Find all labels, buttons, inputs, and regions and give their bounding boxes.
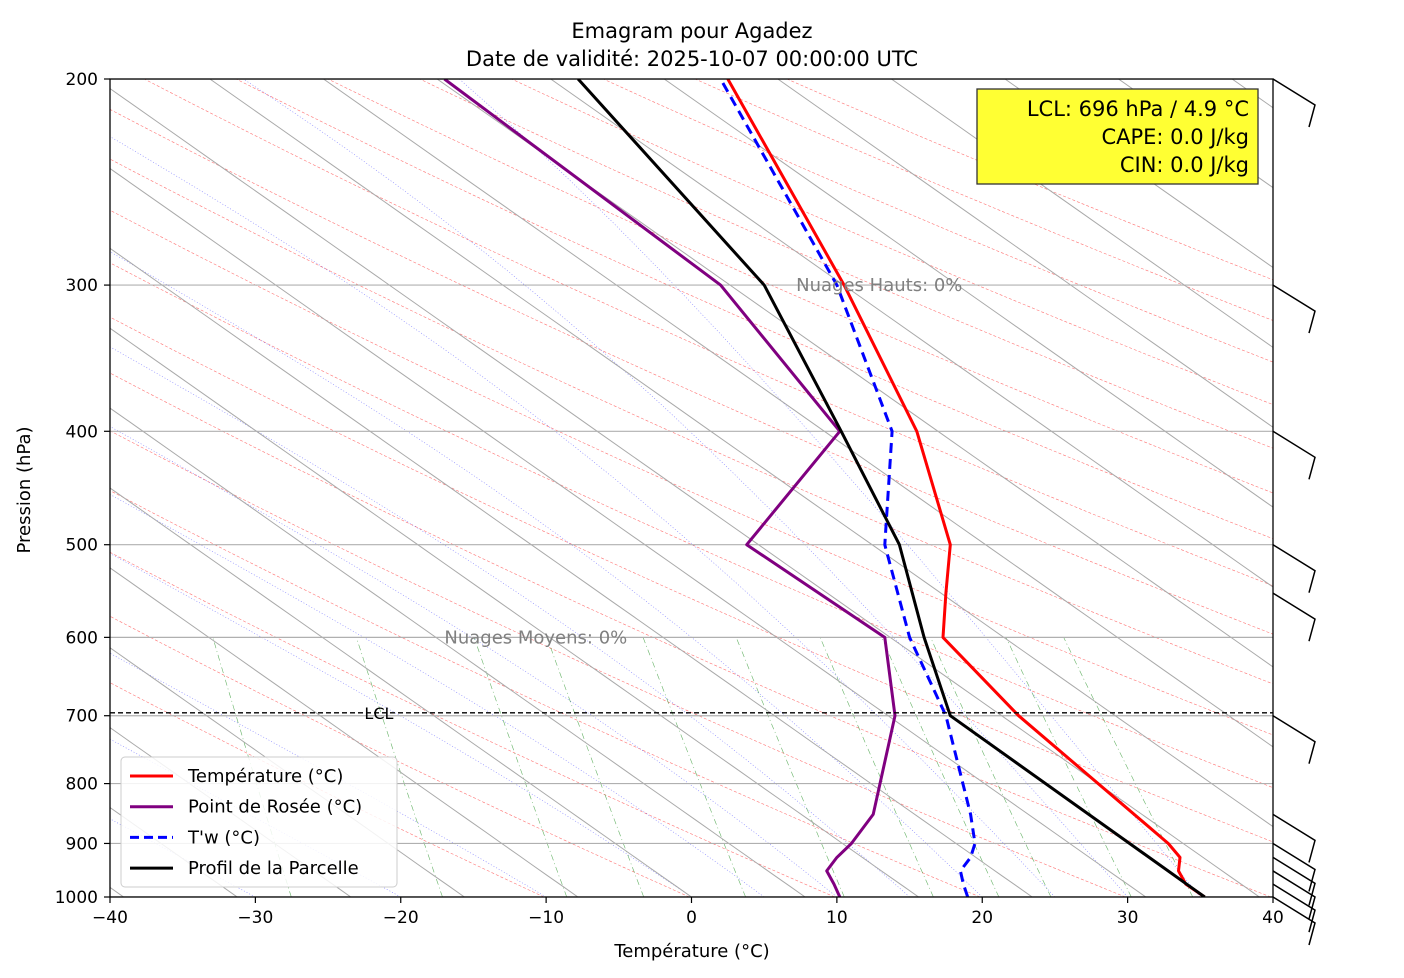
info-box-line: CIN: 0.0 J/kg — [1120, 153, 1249, 177]
dry-adiabat — [603, 79, 1273, 363]
cloud-annotation-1: Nuages Moyens: 0% — [444, 627, 627, 648]
dry-adiabat — [110, 316, 1273, 843]
x-tick-label: −30 — [237, 908, 273, 928]
wind-barb — [1272, 592, 1316, 642]
x-tick-label: −40 — [92, 908, 128, 928]
legend-entry: T'w (°C) — [187, 827, 260, 848]
x-tick-label: 30 — [1117, 908, 1139, 928]
x-tick-label: 0 — [686, 908, 697, 928]
y-tick-label: 300 — [66, 276, 98, 296]
mixing-ratio-line — [735, 637, 845, 897]
skew-grid-line — [1231, 79, 1273, 109]
dry-adiabat — [110, 490, 981, 897]
moist-adiabat — [110, 553, 692, 897]
mixing-ratio-line — [930, 637, 1052, 897]
y-tick-label: 500 — [66, 536, 98, 556]
skew-grid-line — [777, 79, 1273, 428]
wind-barb — [1272, 544, 1316, 593]
y-axis-label: Pression (hPa) — [14, 426, 35, 553]
y-tick-label: 800 — [66, 775, 98, 795]
series-line-2 — [719, 79, 977, 897]
dry-adiabat — [327, 79, 1273, 494]
lcl-label: LCL — [364, 704, 393, 723]
mixing-ratio-line — [473, 637, 567, 897]
x-tick-label: −10 — [528, 908, 564, 928]
legend-entry: Profil de la Parcelle — [188, 858, 359, 879]
dry-adiabat — [110, 158, 1273, 685]
skew-grid-line — [323, 79, 1273, 748]
wind-barbs — [1272, 78, 1316, 946]
dry-adiabat — [511, 79, 1273, 405]
axis-ticks: −40 −30 −20 −10 0 10 20 30 40 1000 900 800 700 600 500… — [55, 70, 1284, 928]
x-axis-label: Température (°C) — [613, 941, 769, 962]
wind-barb — [1272, 813, 1316, 863]
mixing-ratio-line — [819, 637, 934, 897]
y-tick-label: 600 — [66, 628, 98, 648]
wind-barb — [1272, 842, 1316, 892]
skew-grid-line — [436, 79, 1273, 668]
wind-barb — [1272, 896, 1316, 946]
info-box: LCL: 696 hPa / 4.9 °C CAPE: 0.0 J/kg CIN: … — [976, 88, 1259, 185]
series-line-1 — [443, 79, 897, 897]
mixing-ratio-line — [642, 637, 746, 897]
chart-title: Emagram pour Agadez — [571, 19, 812, 43]
moist-adiabat — [243, 79, 1128, 897]
legend-box — [120, 756, 398, 888]
wind-barb — [1272, 883, 1316, 933]
legend: Température (°C) Point de Rosée (°C) T'w (… — [120, 756, 398, 888]
moist-adiabat — [110, 251, 983, 897]
cloud-annotation-0: Nuages Hauts: 0% — [796, 275, 962, 296]
dry-adiabat — [786, 79, 1273, 281]
skew-grid-line — [0, 79, 10, 897]
x-tick-label: 40 — [1262, 908, 1284, 928]
legend-entry: Température (°C) — [187, 766, 343, 787]
wind-barb — [1272, 284, 1316, 334]
skew-grid-line — [1346, 79, 1404, 897]
dry-adiabat — [694, 79, 1273, 321]
wind-barb — [1272, 715, 1316, 764]
mixing-ratio-line — [881, 637, 1000, 897]
wind-barb — [1272, 856, 1316, 906]
dry-adiabat — [235, 79, 1273, 540]
y-tick-label: 1000 — [55, 888, 98, 908]
info-box-line: CAPE: 0.0 J/kg — [1101, 125, 1249, 149]
skew-grid-line — [663, 79, 1273, 508]
legend-entry: Point de Rosée (°C) — [188, 797, 362, 818]
y-tick-label: 700 — [66, 707, 98, 727]
wind-barb — [1272, 430, 1316, 480]
series-line-3 — [576, 79, 1206, 897]
skew-grid-line — [891, 79, 1273, 349]
x-tick-label: 10 — [826, 908, 848, 928]
y-tick-label: 200 — [66, 70, 98, 90]
x-tick-label: −20 — [383, 908, 419, 928]
skew-grid-line — [1118, 79, 1273, 189]
info-box-background — [976, 88, 1259, 185]
moist-adiabat — [110, 818, 256, 897]
y-tick-label: 400 — [66, 422, 98, 442]
skew-grid-line — [550, 79, 1273, 588]
y-tick-label: 900 — [66, 834, 98, 854]
wind-barb — [1272, 78, 1316, 128]
wind-barb — [1272, 870, 1316, 920]
chart-subtitle: Date de validité: 2025-10-07 00:00:00 UT… — [466, 47, 918, 71]
skew-grid-line — [1004, 79, 1273, 269]
mixing-ratio-line — [1063, 637, 1194, 897]
x-tick-label: 20 — [971, 908, 993, 928]
info-box-line: LCL: 696 hPa / 4.9 °C — [1027, 97, 1249, 121]
mixing-ratio-line — [546, 637, 644, 897]
series-line-0 — [726, 79, 1206, 897]
